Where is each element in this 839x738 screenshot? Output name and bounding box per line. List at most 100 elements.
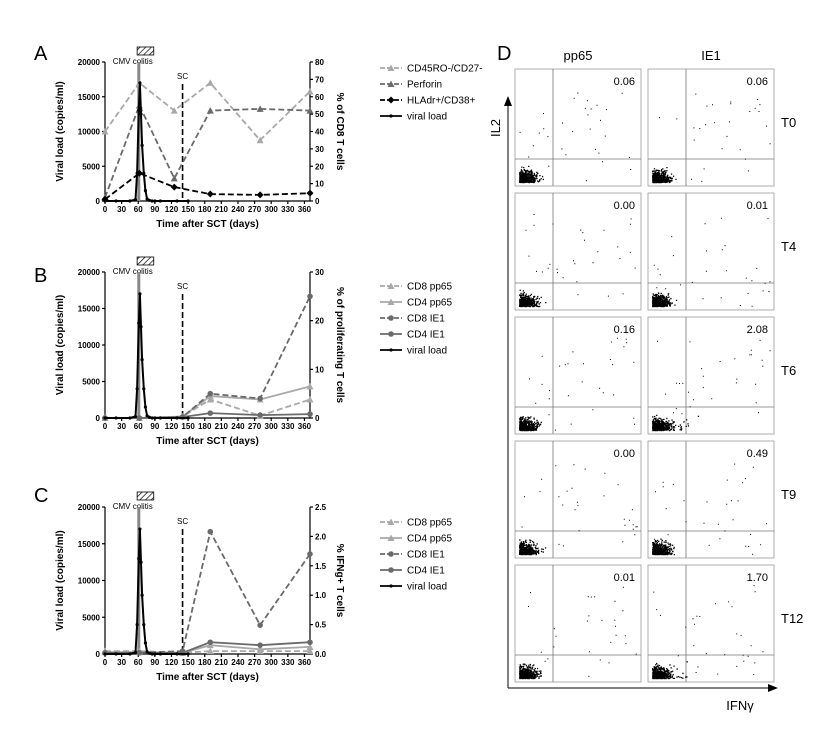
data-point	[147, 198, 151, 202]
flow-plot: 0.00	[514, 440, 642, 559]
series-line	[105, 650, 310, 654]
cmv-colitis-bar	[136, 256, 155, 266]
legend-marker	[388, 331, 394, 337]
right-y-tick-label: 2.0	[315, 532, 327, 541]
right-y-tick-label: 30	[315, 145, 324, 154]
flow-plot-frame	[514, 192, 642, 311]
data-point	[175, 199, 179, 203]
legend-item: HLAdr+/CD38+	[380, 96, 476, 107]
flow-plot-frame	[514, 564, 642, 683]
series-line	[104, 81, 311, 142]
data-point	[143, 405, 148, 409]
data-point	[128, 199, 132, 203]
data-point	[128, 416, 132, 420]
series-line	[105, 528, 189, 655]
x-tick-label: 330	[281, 205, 295, 214]
x-tick-label: 0	[103, 422, 108, 431]
legend-label: Perforin	[407, 80, 442, 91]
x-tick-label: 60	[134, 205, 143, 214]
flow-plot-frame	[514, 440, 642, 559]
x-tick-label: 90	[150, 658, 159, 667]
legend-marker	[388, 567, 394, 573]
data-point	[307, 411, 313, 417]
data-point	[150, 416, 154, 420]
legend-marker	[387, 518, 395, 525]
flow-plot-frame	[647, 192, 775, 311]
data-point	[158, 199, 163, 203]
data-point	[256, 645, 264, 653]
right-y-tick-label: 10	[315, 365, 324, 374]
x-tick-label: 150	[181, 422, 195, 431]
data-point	[140, 143, 144, 147]
legend-label: CD8 IE1	[407, 314, 445, 325]
data-point	[153, 199, 157, 203]
data-point	[128, 652, 132, 656]
sc-label: SC	[177, 72, 188, 81]
x-tick-label: 240	[231, 422, 245, 431]
right-y-tick-label: 20	[315, 317, 324, 326]
cmv-colitis-bar	[136, 46, 155, 56]
right-y-tick-label: 70	[315, 75, 324, 84]
legend-item: CD4 IE1	[380, 330, 445, 341]
column-header: pp65	[564, 48, 593, 63]
flow-plot: 0.06	[647, 68, 775, 187]
right-y-tick-label: 60	[315, 93, 324, 102]
x-tick-label: 210	[215, 658, 229, 667]
legend-item: viral load	[380, 582, 447, 593]
x-tick-label: 60	[134, 422, 143, 431]
x-tick-label: 300	[265, 205, 279, 214]
series-line	[105, 82, 189, 202]
data-point	[135, 171, 139, 175]
x-tick-label: 210	[215, 205, 229, 214]
data-point	[153, 416, 157, 420]
data-point	[103, 199, 107, 203]
ifng-axis-label: IFNγ	[726, 698, 754, 713]
flow-plot: 2.08	[647, 316, 775, 435]
data-point	[206, 190, 214, 198]
legend-marker	[388, 551, 394, 557]
legend-item: CD8 pp65	[380, 282, 452, 293]
data-point	[307, 293, 313, 300]
legend-label: CD4 IE1	[407, 566, 445, 577]
left-y-tick-label: 20000	[78, 58, 101, 67]
data-point	[139, 560, 143, 564]
data-point	[186, 652, 190, 656]
x-tick-label: 210	[215, 422, 229, 431]
data-point	[257, 412, 263, 418]
legend-label: CD8 IE1	[407, 550, 445, 561]
right-y-tick-label: 50	[315, 110, 324, 119]
right-y-tick-label: 2.5	[315, 503, 327, 512]
timepoint-label: T12	[781, 611, 803, 626]
right-y-tick-label: 0.0	[315, 650, 327, 659]
legend-item: viral load	[380, 346, 447, 357]
data-point	[257, 395, 263, 402]
quadrant-percentage: 0.49	[747, 448, 768, 460]
right-y-tick-label: 20	[315, 162, 324, 171]
x-tick-label: 150	[181, 205, 195, 214]
legend-marker	[387, 64, 395, 71]
data-point	[143, 188, 148, 193]
data-point	[138, 527, 142, 531]
legend-marker	[389, 114, 393, 118]
cmv-colitis-bar	[136, 491, 155, 501]
x-tick-label: 90	[150, 205, 159, 214]
column-header: IE1	[701, 48, 721, 63]
data-point	[138, 292, 142, 296]
right-y-tick-label: 40	[315, 128, 324, 137]
legend-marker	[389, 348, 393, 352]
right-y-axis-label: % IFNg+ T cells	[334, 544, 345, 618]
cell-events	[519, 586, 637, 680]
cmv-colitis-label: CMV colitis	[113, 267, 153, 276]
legend-marker	[387, 80, 395, 87]
data-point	[137, 321, 141, 325]
data-point	[142, 171, 146, 175]
timepoint-label: T9	[781, 487, 796, 502]
quadrant-percentage: 0.06	[747, 76, 768, 88]
data-point	[133, 650, 138, 655]
legend-marker	[387, 282, 395, 289]
x-tick-label: 270	[248, 658, 262, 667]
x-tick-label: 300	[265, 422, 279, 431]
data-point	[114, 652, 118, 656]
left-y-tick-label: 15000	[78, 305, 101, 314]
x-axis-label: Time after SCT (days)	[156, 672, 259, 683]
